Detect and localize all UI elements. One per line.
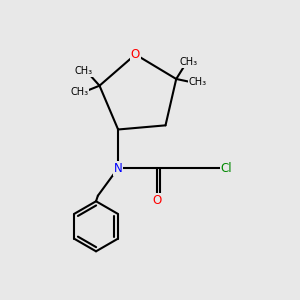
Text: N: N — [114, 162, 122, 175]
Text: CH₃: CH₃ — [70, 87, 88, 97]
Text: O: O — [152, 194, 161, 207]
Text: CH₃: CH₃ — [180, 57, 198, 67]
Text: O: O — [131, 48, 140, 61]
Text: CH₃: CH₃ — [188, 77, 206, 87]
Text: CH₃: CH₃ — [75, 66, 93, 76]
Text: Cl: Cl — [221, 162, 232, 175]
